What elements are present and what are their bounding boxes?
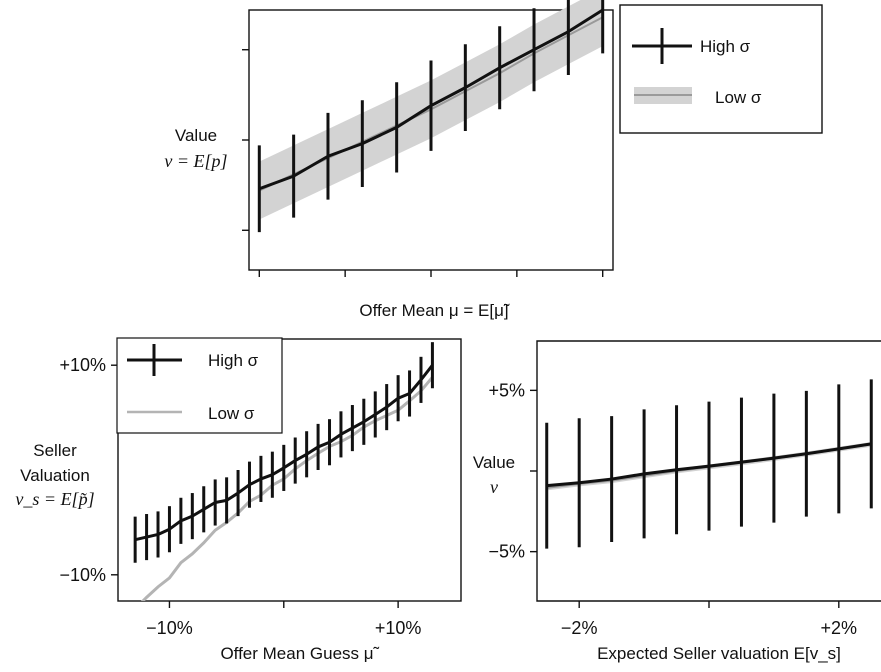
- x-tick-label: +2%: [821, 618, 858, 638]
- chart-bottom-right-ylabel-line1: Value: [473, 453, 515, 472]
- legend-low-label: Low σ: [715, 88, 762, 107]
- chart-top-ylabel-line1: Value: [175, 126, 217, 145]
- chart-bottom-left-legend: High σ Low σ: [116, 337, 283, 434]
- chart-top-legend: High σ Low σ: [619, 4, 823, 134]
- y-tick-label: −5%: [488, 542, 525, 562]
- legend-frame: [619, 4, 823, 134]
- chart-bottom-left-frame: [117, 338, 462, 602]
- chart-bottom-left-ylabel-line2: Valuation: [20, 466, 90, 485]
- y-tick-label: −10%: [59, 565, 106, 585]
- chart-bottom-right-xlabel: Expected Seller valuation E[v_s]: [597, 644, 841, 663]
- chart-bottom-right-ylabel-line2: v: [490, 477, 498, 497]
- y-tick-label: +5%: [488, 380, 525, 400]
- x-tick-label: +10%: [375, 618, 422, 638]
- chart-bottom-left-ylabel-line1: Seller: [33, 441, 77, 460]
- legend-high-label: High σ: [208, 351, 259, 370]
- chart-bottom-left-xlabel: Offer Mean Guess μ̃: [220, 644, 379, 663]
- x-tick-label: −10%: [146, 618, 193, 638]
- legend-low-label: Low σ: [208, 404, 255, 423]
- chart-bottom-left: −10% +10% −10% +10% Seller Valuation v_s = …: [15, 338, 462, 663]
- y-tick-label: +10%: [59, 355, 106, 375]
- x-tick-label: −2%: [561, 618, 598, 638]
- chart-bottom-right: −2% +2% −5% +5% Value v Expected Seller val…: [473, 340, 881, 663]
- legend-frame: [116, 337, 283, 434]
- chart-top-xlabel: Offer Mean μ = E[μ̃]: [359, 301, 509, 320]
- chart-bottom-left-ylabel-line3: v_s = E[p̃]: [15, 489, 94, 509]
- legend-high-label: High σ: [700, 37, 751, 56]
- chart-top: Value v = E[p] Offer Mean μ = E[μ̃]: [164, 0, 614, 320]
- chart-top-ylabel-line2: v = E[p]: [164, 151, 227, 171]
